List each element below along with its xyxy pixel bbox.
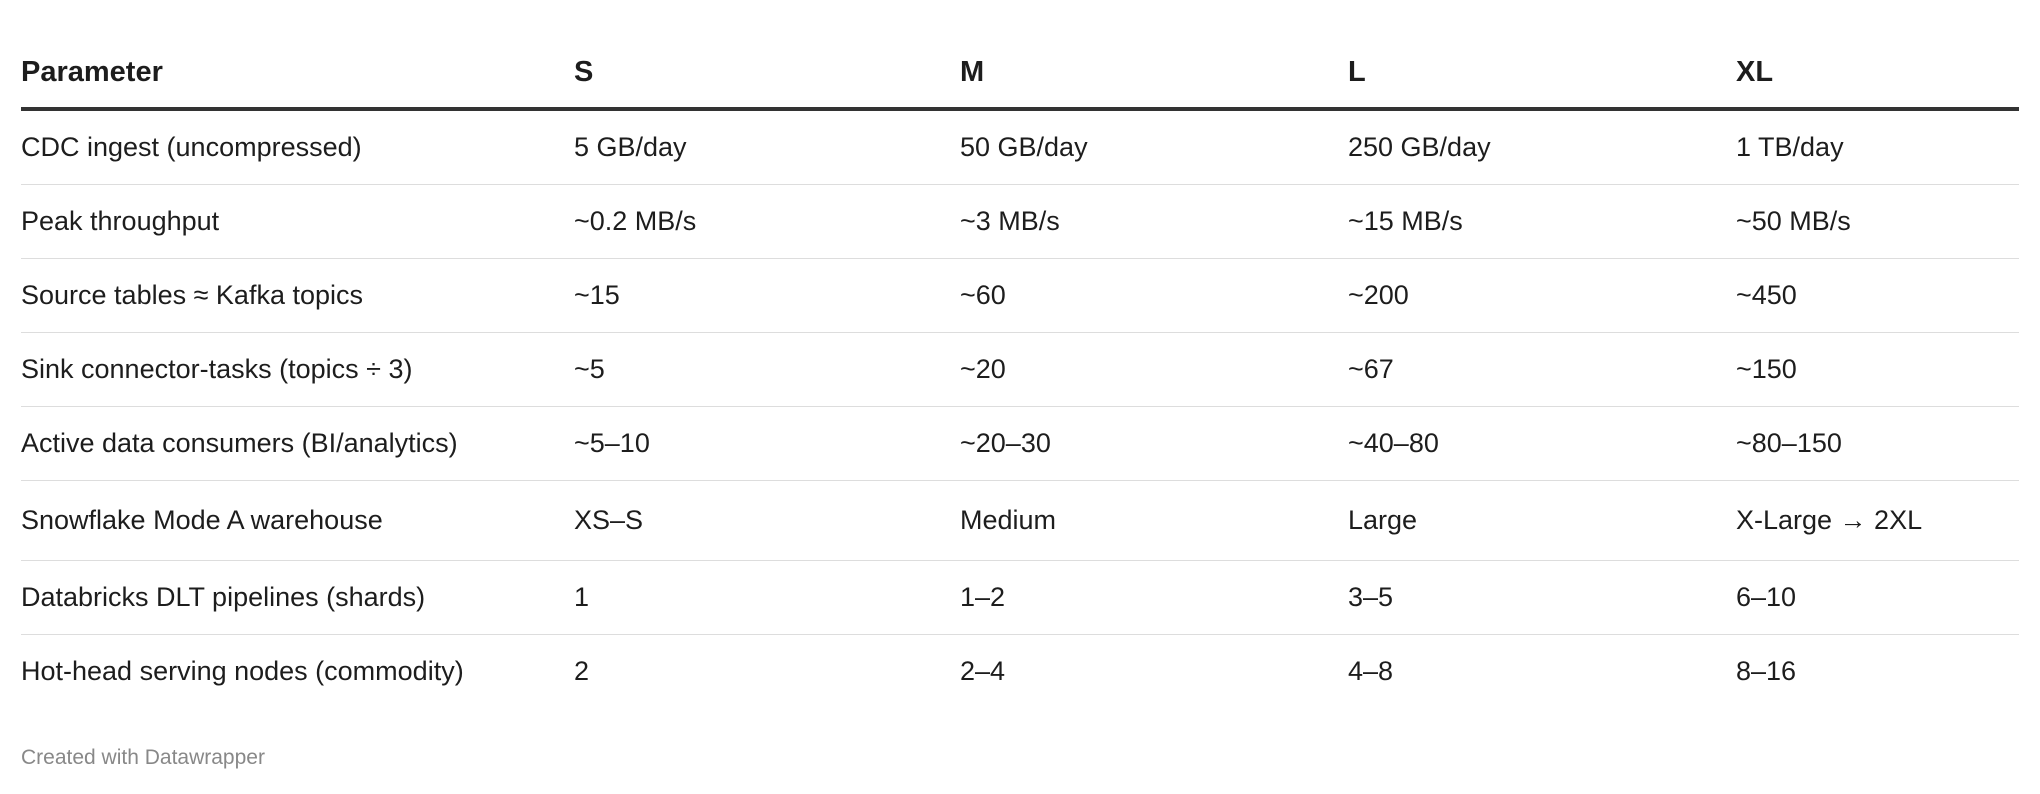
table-cell: Medium	[960, 480, 1348, 561]
table-cell: ~67	[1348, 332, 1736, 407]
row-label: Databricks DLT pipelines (shards)	[21, 560, 574, 635]
table-cell: ~15	[574, 258, 960, 333]
row-label: CDC ingest (uncompressed)	[21, 109, 574, 185]
row-label: Sink connector-tasks (topics ÷ 3)	[21, 332, 574, 407]
header-row: Parameter S M L XL	[21, 37, 2019, 111]
column-header: L	[1348, 37, 1736, 111]
table-body: CDC ingest (uncompressed) 5 GB/day 50 GB/d…	[21, 109, 2019, 708]
table-cell: ~5	[574, 332, 960, 407]
column-header: S	[574, 37, 960, 111]
column-header: Parameter	[21, 37, 574, 111]
table-cell: ~20–30	[960, 406, 1348, 481]
table-cell: ~80–150	[1736, 406, 2019, 481]
row-label: Snowflake Mode A warehouse	[21, 480, 574, 561]
table-cell: ~450	[1736, 258, 2019, 333]
table-cell: 1 TB/day	[1736, 109, 2019, 185]
table-row: Databricks DLT pipelines (shards) 1 1–2 3–5…	[21, 560, 2019, 635]
table-cell: ~40–80	[1348, 406, 1736, 481]
table-cell: ~60	[960, 258, 1348, 333]
table-cell: X-Large → 2XL	[1736, 480, 2019, 561]
table-cell: 4–8	[1348, 656, 1394, 686]
column-header: XL	[1736, 37, 2019, 111]
table-cell: 2	[574, 656, 590, 686]
row-label: Active data consumers (BI/analytics)	[21, 406, 574, 481]
table-cell: 3–5	[1348, 560, 1736, 635]
table-cell: ~0.2 MB/s	[574, 184, 960, 259]
table-row: Active data consumers (BI/analytics) ~5–1…	[21, 406, 2019, 481]
row-label: Hot-head serving nodes (commodity)	[21, 656, 464, 686]
table-cell: 2–4	[960, 656, 1006, 686]
table-cell: ~200	[1348, 258, 1736, 333]
table-cell: 1–2	[960, 560, 1348, 635]
table-cell: ~5–10	[574, 406, 960, 481]
table-row: Peak throughput ~0.2 MB/s ~3 MB/s ~15 MB/s ~…	[21, 184, 2019, 259]
table-cell: 50 GB/day	[960, 109, 1348, 185]
table-cell: Large	[1348, 480, 1736, 561]
row-label: Peak throughput	[21, 184, 574, 259]
table-cell: 5 GB/day	[574, 109, 960, 185]
table-container: Parameter S M L XL CDC ingest (uncompressed)…	[21, 37, 2019, 708]
table-cell: 6–10	[1736, 560, 2019, 635]
table-row: Source tables ≈ Kafka topics ~15 ~60 ~200 ~4…	[21, 258, 2019, 333]
table-cell: ~20	[960, 332, 1348, 407]
table-row: CDC ingest (uncompressed) 5 GB/day 50 GB/d…	[21, 109, 2019, 185]
table-cell: ~3 MB/s	[960, 184, 1348, 259]
table-cell: XS–S	[574, 480, 960, 561]
table-cell: ~150	[1736, 332, 2019, 407]
table-row: Snowflake Mode A warehouse XS–S Medium Larg…	[21, 480, 2019, 561]
table-row: Hot-head serving nodes (commodity) 2 2–4 4–…	[21, 635, 2019, 709]
table-cell: 1	[574, 560, 960, 635]
table-cell: 8–16	[1736, 656, 1797, 686]
table-cell: ~15 MB/s	[1348, 184, 1736, 259]
table: Parameter S M L XL CDC ingest (uncompressed)…	[21, 37, 2019, 708]
table-row: Sink connector-tasks (topics ÷ 3) ~5 ~20 ~6…	[21, 332, 2019, 407]
row-label: Source tables ≈ Kafka topics	[21, 258, 574, 333]
table-cell: ~50 MB/s	[1736, 184, 2019, 259]
footer: Created with Datawrapper	[21, 746, 265, 769]
table-cell: 250 GB/day	[1348, 109, 1736, 185]
column-header: M	[960, 37, 1348, 111]
